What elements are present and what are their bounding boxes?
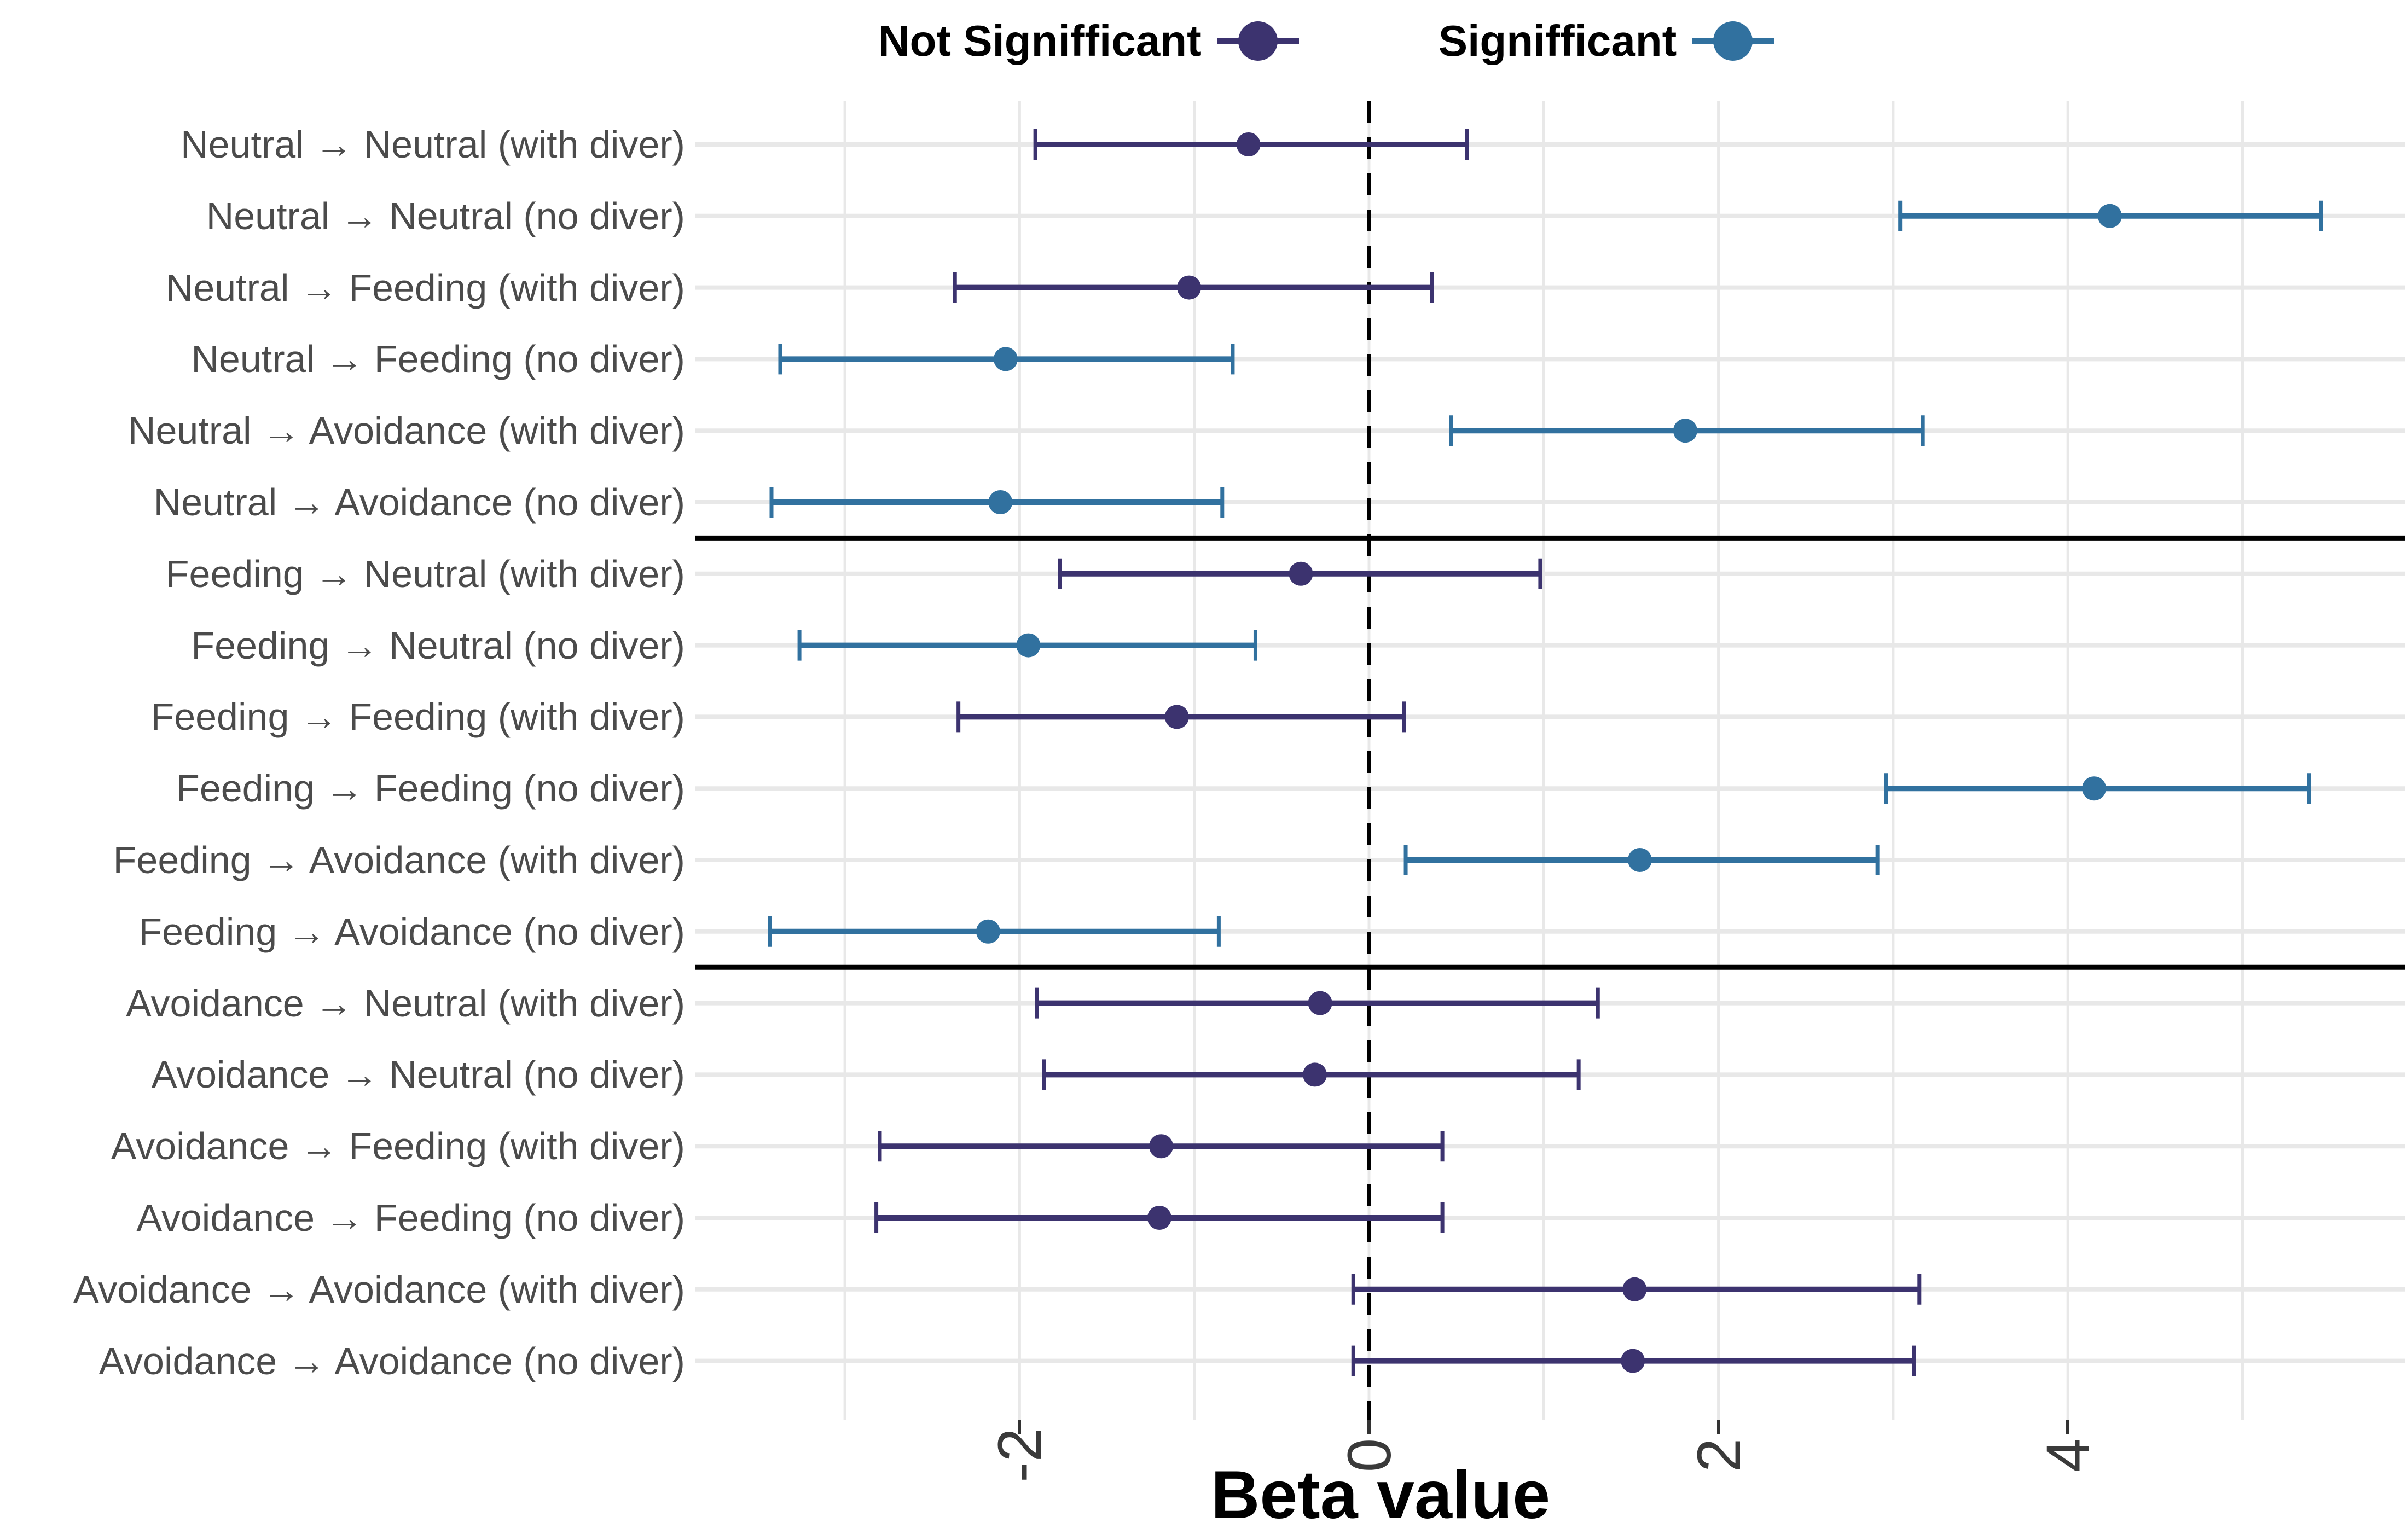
- point-estimate: [1627, 848, 1652, 872]
- row-label: Feeding → Avoidance (with diver): [113, 839, 685, 881]
- row-label: Feeding → Neutral (with diver): [165, 552, 685, 595]
- row-label: Neutral → Feeding (with diver): [165, 266, 685, 309]
- point-estimate: [1164, 705, 1189, 729]
- legend-key-not-significant: [1216, 11, 1299, 71]
- legend: Not Signifficant Signifficant: [123, 0, 2407, 82]
- x-tick-mark: [1367, 1420, 1371, 1434]
- point-estimate: [1673, 419, 1697, 443]
- row-label: Avoidance → Neutral (with diver): [126, 981, 685, 1025]
- point-estimate: [2082, 776, 2107, 801]
- row-label: Neutral → Feeding (no diver): [191, 338, 685, 381]
- x-axis-title: Beta value: [1210, 1457, 1551, 1533]
- point-key-dot-icon: [1713, 21, 1753, 61]
- x-tick-mark: [2066, 1420, 2070, 1434]
- point-estimate: [2097, 204, 2122, 228]
- point-estimate: [1621, 1349, 1645, 1373]
- point-estimate: [976, 919, 1000, 944]
- legend-item-not-significant: Not Signifficant: [878, 11, 1299, 71]
- point-estimate: [1303, 1062, 1327, 1087]
- point-estimate: [1149, 1134, 1174, 1159]
- x-tick-mark: [1716, 1420, 1720, 1434]
- row-label: Neutral → Neutral (with diver): [181, 123, 685, 166]
- point-estimate: [1147, 1206, 1171, 1230]
- point-estimate: [1622, 1277, 1647, 1301]
- legend-label-not-significant: Not Signifficant: [878, 16, 1202, 65]
- row-label: Avoidance → Feeding (with diver): [111, 1125, 685, 1168]
- row-label: Neutral → Neutral (no diver): [206, 194, 685, 237]
- row-label: Neutral → Avoidance (no diver): [153, 481, 685, 524]
- row-label: Feeding → Feeding (no diver): [176, 767, 685, 810]
- point-estimate: [1016, 633, 1041, 658]
- row-label: Avoidance → Avoidance (with diver): [73, 1268, 685, 1311]
- row-label: Feeding → Neutral (no diver): [191, 624, 685, 667]
- point-estimate: [1308, 991, 1332, 1015]
- point-estimate: [993, 347, 1018, 371]
- row-label: Avoidance → Feeding (no diver): [136, 1196, 685, 1239]
- x-tick-mark: [1018, 1420, 1022, 1434]
- row-label: Feeding → Avoidance (no diver): [138, 910, 685, 953]
- point-key-dot-icon: [1238, 21, 1278, 61]
- row-label: Avoidance → Avoidance (no diver): [98, 1339, 685, 1382]
- row-label: Neutral → Avoidance (with diver): [127, 409, 685, 452]
- row-label: Feeding → Feeding (with diver): [150, 695, 685, 739]
- point-estimate: [988, 490, 1013, 514]
- point-estimate: [1177, 275, 1202, 300]
- point-estimate: [1236, 132, 1261, 156]
- legend-label-significant: Signifficant: [1438, 16, 1677, 65]
- x-tick-label: 4: [2033, 1438, 2102, 1473]
- point-estimate: [1289, 561, 1313, 586]
- legend-item-significant: Signifficant: [1439, 11, 1774, 71]
- legend-key-significant: [1692, 11, 1774, 71]
- row-label: Avoidance → Neutral (no diver): [151, 1053, 685, 1096]
- plot-panel: [695, 101, 2405, 1420]
- y-axis-labels: Neutral → Neutral (with diver) Neutral → …: [0, 101, 685, 1420]
